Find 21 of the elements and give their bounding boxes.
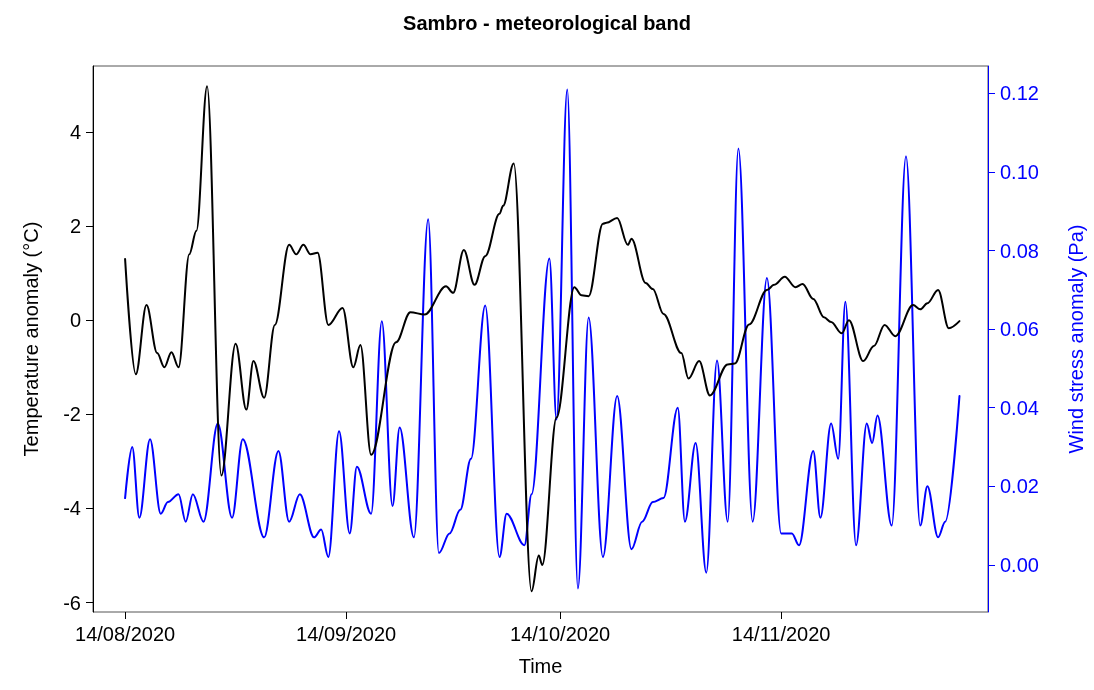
y-tick-label: 0 — [69, 309, 81, 332]
y-tick-label: 2 — [69, 215, 81, 238]
y2-tick-label: 0.00 — [1000, 553, 1039, 576]
x-tick-label: 14/09/2020 — [296, 623, 397, 645]
x-tick-label: 14/08/2020 — [75, 623, 176, 645]
y2-tick-label: 0.02 — [1000, 475, 1039, 498]
x-tick-label: 14/11/2020 — [731, 623, 831, 645]
y2-tick-label: 0.10 — [1000, 161, 1039, 184]
x-tick-label: 14/10/2020 — [510, 623, 611, 645]
chart-title: Sambro - meteorological band — [403, 12, 691, 34]
y-tick-label: -6 — [63, 591, 81, 614]
y-tick-label: -2 — [63, 403, 81, 426]
y2-tick-label: 0.08 — [1000, 239, 1039, 262]
y-axis-title: Temperature anomaly (°C) — [20, 221, 42, 457]
y-tick-label: -4 — [63, 497, 81, 520]
x-axis-title: Time — [518, 655, 563, 677]
y-tick-label: 4 — [69, 120, 81, 143]
y2-tick-label: 0.12 — [1000, 82, 1039, 105]
y2-axis-title: Wind stress anomaly (Pa) — [1065, 224, 1087, 454]
y2-tick-label: 0.06 — [1000, 318, 1039, 341]
y2-tick-label: 0.04 — [1000, 396, 1039, 419]
